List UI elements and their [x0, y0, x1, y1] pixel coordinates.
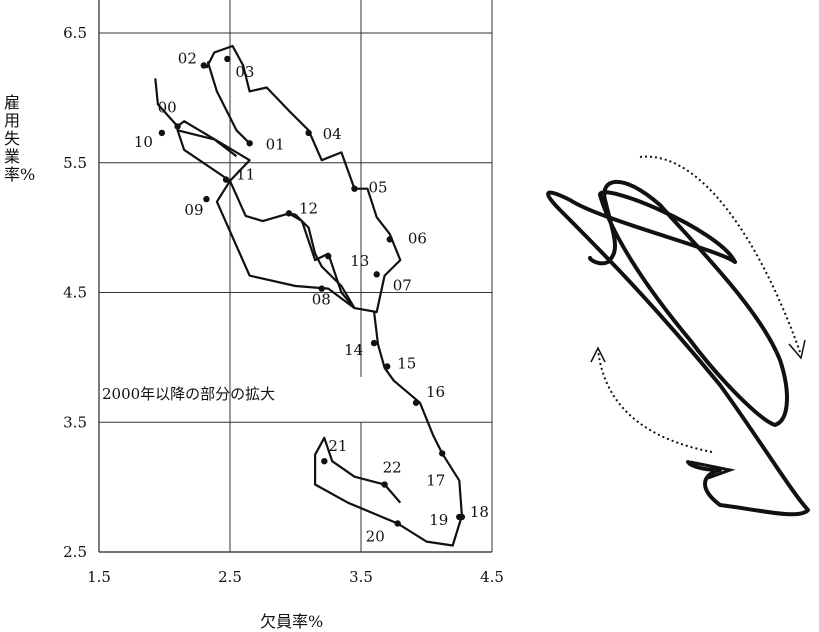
data-point [370, 339, 378, 347]
data-point [351, 185, 358, 192]
point-label: 17 [426, 471, 445, 489]
data-point [412, 399, 420, 406]
point-label: 03 [235, 63, 254, 81]
point-label: 10 [134, 133, 153, 151]
point-label: 19 [429, 511, 448, 529]
x-tick-label: 4.5 [480, 568, 504, 586]
point-label: 15 [397, 354, 416, 372]
series-line [154, 78, 463, 547]
data-point [318, 285, 325, 292]
point-label: 11 [236, 166, 255, 184]
data-point [222, 176, 230, 183]
data-point [246, 140, 253, 147]
data-point [200, 62, 207, 69]
data-points: 00 01 02 03 04 05 06 07 08 09 10 11 12 13 14 15 16 17 18 19… [134, 49, 489, 545]
grid-lines [98, 0, 493, 553]
point-label: 20 [366, 527, 385, 545]
series-line [176, 129, 356, 310]
x-tick-label: 3.5 [349, 568, 373, 586]
schematic-loop-diagram [546, 155, 810, 517]
point-label: 04 [323, 125, 342, 143]
data-point [325, 252, 332, 260]
y-tick-label: 6.5 [63, 24, 87, 42]
series-lines [154, 44, 463, 547]
point-label: 08 [312, 291, 331, 309]
x-axis-label: 欠員率% [260, 612, 324, 631]
point-label: 07 [393, 276, 412, 294]
arrowhead-left [590, 346, 606, 363]
x-tick-label: 1.5 [87, 568, 111, 586]
point-label: 16 [426, 383, 445, 401]
dotted-arrow-left [597, 349, 713, 453]
data-point [381, 481, 388, 488]
point-label: 01 [266, 135, 285, 153]
point-label: 09 [184, 201, 203, 219]
data-point [456, 513, 463, 521]
y-tick-label: 2.5 [63, 543, 87, 561]
data-point [439, 450, 446, 457]
point-label: 22 [383, 459, 402, 477]
dotted-arrow-right [639, 155, 801, 353]
point-label: 14 [344, 341, 363, 359]
data-point [394, 520, 401, 527]
arrowhead-right [788, 339, 806, 360]
y-tick-label: 4.5 [63, 284, 87, 302]
data-point [373, 271, 380, 278]
data-point [386, 236, 394, 243]
schematic-loop-path [546, 179, 810, 517]
data-point [384, 363, 391, 370]
y-tick-label: 3.5 [63, 413, 87, 431]
y-tick-label: 5.5 [63, 154, 87, 172]
tick-labels: 2.53.54.55.56.51.5 2.5 3.5 4.5 [63, 24, 504, 586]
point-label: 06 [408, 229, 427, 247]
arrowhead-bottom [689, 460, 736, 480]
point-label: 12 [299, 199, 318, 217]
data-point [305, 129, 312, 137]
data-point [285, 210, 293, 217]
data-point [321, 457, 328, 465]
y-axis-label: 雇用失業率% [4, 93, 36, 184]
annotation-text: 2000年以降の部分の拡大 [102, 385, 275, 403]
data-point [203, 195, 210, 203]
data-point [224, 55, 231, 63]
series-line [206, 61, 251, 145]
point-label: 05 [368, 179, 387, 197]
x-tick-label: 2.5 [218, 568, 242, 586]
point-label: 00 [158, 98, 177, 116]
point-label: 13 [350, 252, 369, 270]
data-point [158, 129, 166, 137]
data-point [174, 123, 181, 130]
point-label: 18 [470, 503, 489, 521]
point-label: 21 [328, 437, 347, 455]
series-line [205, 44, 402, 313]
point-label: 02 [178, 49, 197, 67]
